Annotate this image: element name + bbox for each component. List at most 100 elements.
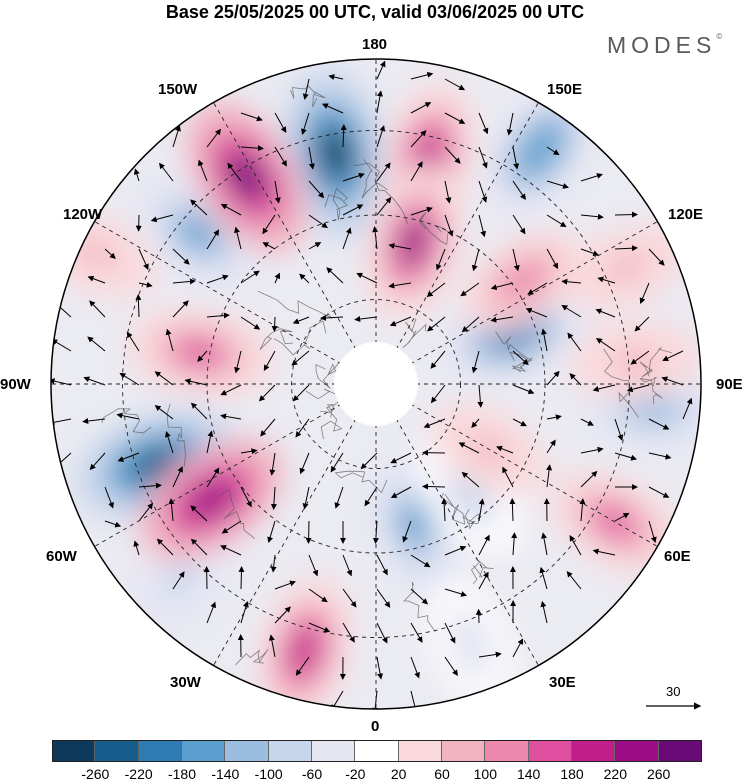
wind-arrow [308, 180, 325, 199]
wind-arrow [320, 314, 344, 321]
wind-arrow [525, 307, 548, 318]
wind-arrow [206, 312, 230, 319]
wind-arrow [478, 571, 489, 590]
modes-logo: MODES© [607, 32, 722, 59]
wind-arrow [430, 384, 446, 404]
wind-arrow [639, 282, 650, 305]
wind-arrow [308, 622, 331, 633]
anomaly-contour [227, 152, 267, 202]
wind-arrow [258, 384, 276, 402]
wind-arrow [240, 112, 263, 122]
coastline-segment [402, 318, 427, 349]
wind-arrow [308, 146, 315, 170]
wind-arrow [614, 245, 638, 252]
wind-arrow [262, 214, 276, 235]
wind-arrow [527, 282, 548, 295]
wind-arrow [512, 638, 524, 658]
wind-arrow [150, 214, 174, 223]
wind-arrow [138, 281, 153, 288]
wind-arrow [156, 538, 174, 556]
wind-arrow [104, 248, 116, 259]
wind-arrow [206, 430, 214, 454]
wind-arrow [427, 316, 446, 332]
colorbar-tick-label: 140 [516, 766, 541, 782]
wind-arrow [614, 211, 638, 218]
wind-arrow [539, 566, 548, 590]
meridian-line [375, 383, 539, 666]
wind-arrow [342, 554, 353, 577]
wind-arrow [512, 146, 520, 170]
wind-arrow [579, 498, 586, 522]
wind-arrow [410, 656, 420, 679]
wind-arrow [190, 538, 208, 556]
meridian-line [375, 102, 539, 385]
wind-arrow [410, 102, 432, 114]
colorbar-swatch [225, 740, 269, 762]
coastline-segment [273, 320, 327, 356]
wind-arrow [270, 486, 277, 510]
wind-arrow [444, 78, 466, 91]
colorbar-tick-label: 20 [390, 766, 407, 782]
wind-arrow [546, 414, 562, 421]
coastline-segment [219, 488, 255, 539]
wind-arrow [376, 622, 388, 644]
wind-arrow [240, 448, 258, 455]
wind-arrow [580, 446, 604, 454]
wind-arrow [51, 339, 72, 352]
wind-arrow [263, 350, 276, 372]
coastline-segment [403, 581, 436, 632]
lon-label-120e: 120E [668, 206, 704, 223]
colorbar-swatch [268, 740, 312, 762]
wind-arrow [546, 439, 556, 454]
anomaly-contour [289, 627, 320, 675]
coastline-segment [166, 403, 186, 467]
coastline-segment [441, 492, 466, 525]
colorbar-tick-label: -260 [81, 766, 110, 782]
wind-arrow [614, 418, 624, 441]
wind-arrow [269, 452, 276, 476]
wind-arrow [268, 634, 276, 658]
coastline-segment [320, 404, 343, 440]
pole-mask [334, 342, 418, 426]
wind-arrow [496, 445, 514, 454]
wind-arrow [165, 328, 174, 352]
wind-arrow [444, 656, 458, 677]
meridian-line [213, 102, 377, 385]
wind-arrow [580, 173, 603, 182]
wind-arrow [592, 548, 616, 556]
colorbar-tick-label: 180 [560, 766, 584, 782]
wind-arrow [444, 588, 468, 597]
wind-arrow [126, 331, 140, 352]
wind-arrow [561, 304, 582, 318]
colorbar-swatch [572, 740, 616, 762]
wind-arrow [478, 534, 490, 556]
wind-arrow [299, 452, 310, 475]
wind-arrow [301, 112, 310, 135]
wind-arrow [274, 180, 281, 204]
wind-arrow [423, 418, 446, 429]
wind-arrow [51, 378, 72, 386]
colorbar-swatch [485, 740, 529, 762]
wind-arrow [87, 336, 106, 352]
wind-arrow [138, 248, 149, 271]
colorbar-tick-label: 220 [603, 766, 628, 782]
wind-arrow [460, 282, 480, 297]
wind-arrow [461, 471, 480, 488]
wind-arrow [240, 316, 261, 330]
wind-arrow [342, 172, 365, 182]
wind-arrow [356, 272, 378, 284]
wind-arrow [308, 588, 328, 603]
reference-vector-label: 30 [666, 684, 681, 699]
colorbar-swatch [398, 740, 442, 762]
wind-arrow [376, 60, 386, 80]
wind-arrow [104, 486, 114, 509]
wind-arrow [580, 248, 600, 257]
wind-arrow [648, 418, 670, 430]
wind-arrow [389, 316, 412, 327]
anomaly-contour [187, 479, 235, 520]
wind-arrow [626, 384, 650, 393]
coastline-segment [334, 470, 388, 494]
colorbar-tick-label: 100 [473, 766, 498, 782]
wind-arrow [328, 74, 344, 81]
map-title: Base 25/05/2025 00 UTC, valid 03/06/2025… [165, 2, 585, 22]
